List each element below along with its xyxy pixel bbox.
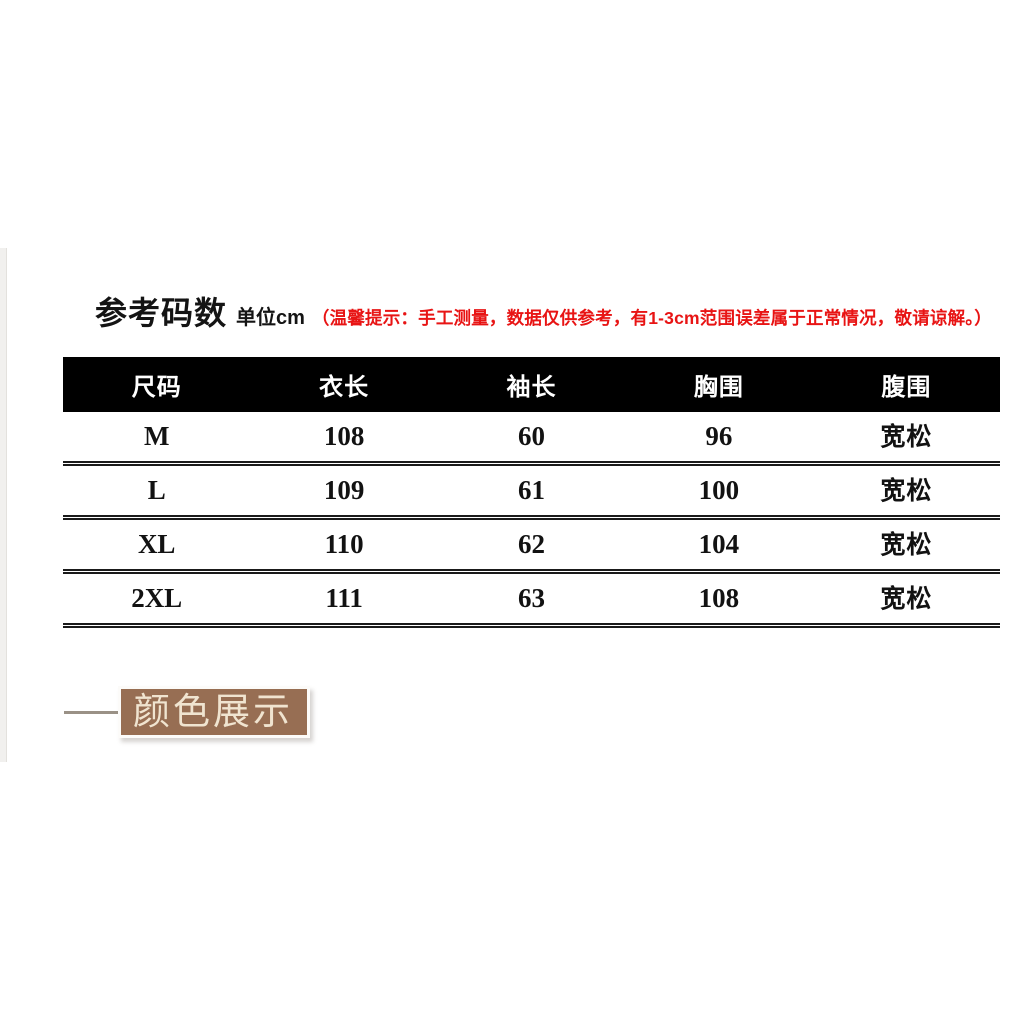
- column-header-belly: 腹围: [881, 374, 932, 401]
- column-header-sleeve: 袖长: [506, 374, 557, 401]
- length-value: 111: [325, 583, 363, 613]
- page-edge-band: [0, 248, 7, 762]
- size-chart-table: 尺码 衣长 袖长 胸围 腹围 M 108 60 96 宽松 L 109 61 1…: [63, 357, 1000, 628]
- color-display-section-label: 颜色展示: [118, 686, 310, 738]
- column-header-bust: 胸围: [693, 374, 744, 401]
- length-value: 109: [323, 475, 365, 505]
- belly-value: 宽松: [880, 530, 933, 559]
- sleeve-value: 63: [518, 583, 546, 613]
- table-row: L 109 61 100 宽松: [63, 466, 1000, 520]
- column-header-size: 尺码: [131, 374, 182, 401]
- sleeve-value: 61: [518, 475, 546, 505]
- bust-value: 96: [705, 421, 733, 451]
- table-row: 2XL 111 63 108 宽松: [63, 574, 1000, 628]
- length-value: 110: [324, 529, 364, 559]
- sleeve-value: 60: [518, 421, 546, 451]
- size-unit-label: 单位cm: [236, 307, 305, 329]
- size-section-title: 参考码数: [95, 295, 228, 331]
- size-section-header: 参考码数 单位cm （温馨提示：手工测量，数据仅供参考，有1-3cm范围误差属于…: [95, 288, 995, 334]
- size-value: L: [147, 475, 166, 505]
- length-value: 108: [323, 421, 365, 451]
- section-connector-line: [64, 711, 120, 714]
- bust-value: 100: [698, 475, 740, 505]
- sleeve-value: 62: [518, 529, 546, 559]
- bust-value: 104: [698, 529, 740, 559]
- measurement-disclaimer: （温馨提示：手工测量，数据仅供参考，有1-3cm范围误差属于正常情况，敬请谅解。…: [311, 308, 992, 328]
- table-row: M 108 60 96 宽松: [63, 412, 1000, 466]
- belly-value: 宽松: [880, 476, 933, 505]
- size-value: XL: [137, 529, 176, 559]
- belly-value: 宽松: [880, 422, 933, 451]
- size-value: 2XL: [131, 583, 183, 613]
- color-display-label-text: 颜色展示: [133, 690, 293, 732]
- size-chart-header-row: 尺码 衣长 袖长 胸围 腹围: [63, 357, 1000, 412]
- column-header-length: 衣长: [319, 374, 370, 401]
- table-row: XL 110 62 104 宽松: [63, 520, 1000, 574]
- size-value: M: [143, 421, 170, 451]
- belly-value: 宽松: [880, 584, 933, 613]
- bust-value: 108: [698, 583, 740, 613]
